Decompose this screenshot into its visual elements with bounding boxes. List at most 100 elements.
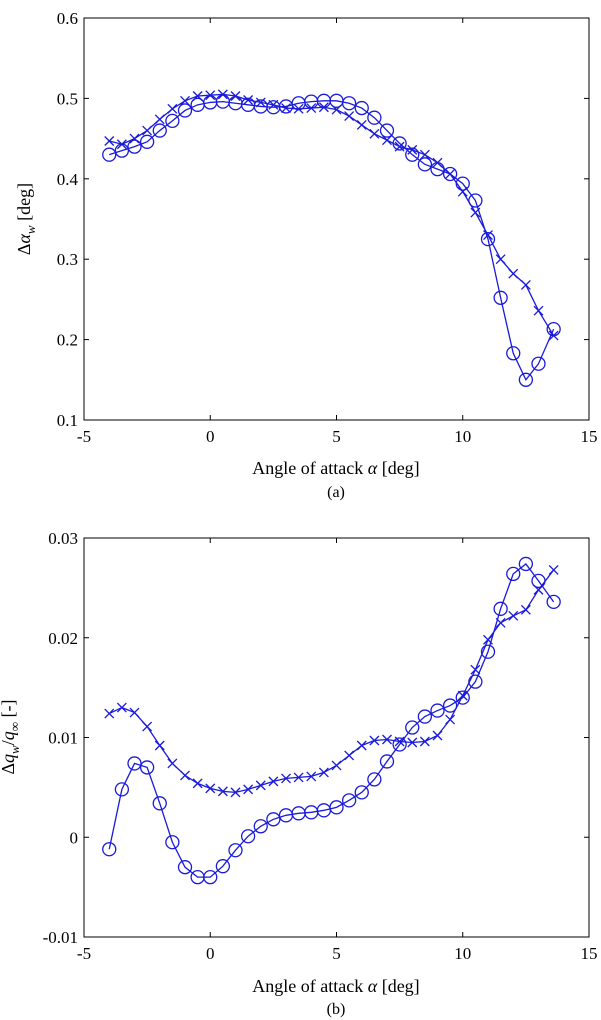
data-point-cross <box>520 604 531 615</box>
x-tick-label: 10 <box>454 427 471 446</box>
data-point-cross <box>104 136 115 146</box>
cross-stroke <box>116 139 127 150</box>
data-point-circle <box>518 556 534 572</box>
cross-stroke <box>548 330 559 341</box>
cross-stroke <box>495 617 506 628</box>
cross-stroke <box>548 564 559 575</box>
y-tick-label: 0.02 <box>48 629 78 648</box>
data-point-cross <box>306 103 317 114</box>
data-point-cross <box>344 111 355 122</box>
data-point-circle <box>455 690 470 705</box>
cross-stroke <box>230 787 241 798</box>
data-point-circle <box>506 566 521 582</box>
data-point-cross <box>230 787 241 798</box>
cross-stroke <box>129 707 140 718</box>
y-tick-label: 0.4 <box>57 170 79 189</box>
data-point-cross <box>293 103 304 114</box>
y-axis-label-b: Δqw/q∞ [-] <box>0 699 22 774</box>
cross-stroke <box>344 750 355 761</box>
data-point-cross <box>205 783 216 794</box>
data-point-circle <box>417 157 433 172</box>
data-point-circle <box>102 842 117 857</box>
cross-stroke <box>432 730 443 741</box>
y-tick-label: 0.6 <box>57 9 78 28</box>
data-point-circle <box>367 772 382 787</box>
x-axis-label-b: Angle of attack α [deg] <box>252 976 419 996</box>
series-line-crosses-a <box>109 93 555 336</box>
data-point-circle <box>215 859 231 874</box>
data-point-cross <box>331 760 342 771</box>
data-point-circle <box>127 756 142 771</box>
data-point-circle <box>480 644 496 659</box>
x-tick-label: 0 <box>206 427 215 446</box>
x-tick-label: 10 <box>454 944 471 963</box>
cross-stroke <box>457 186 468 197</box>
data-point-cross <box>533 584 544 595</box>
cross-stroke <box>344 111 355 122</box>
y-tick-label: 0.2 <box>57 331 78 350</box>
data-point-circle <box>139 760 155 775</box>
data-point-cross <box>470 664 481 675</box>
data-point-cross <box>407 144 418 155</box>
cross-stroke <box>369 128 380 139</box>
data-point-cross <box>369 128 380 139</box>
data-point-cross <box>520 279 531 290</box>
cross-stroke <box>419 736 430 747</box>
cross-stroke <box>470 664 481 675</box>
series-line-circles-a <box>109 100 555 382</box>
data-point-circle <box>405 720 420 735</box>
cross-stroke <box>382 734 392 745</box>
cross-stroke <box>445 714 456 725</box>
cross-stroke <box>457 690 468 701</box>
cross-stroke <box>281 103 291 114</box>
x-tick-label: -5 <box>77 427 91 446</box>
data-point-circle <box>367 110 382 125</box>
data-point-cross <box>255 780 266 791</box>
data-point-cross <box>293 772 304 783</box>
data-point-cross <box>394 141 405 152</box>
data-point-cross <box>116 139 127 150</box>
data-point-circle <box>480 231 496 247</box>
cross-stroke <box>180 95 190 106</box>
y-tick-label: 0.01 <box>48 729 78 748</box>
panel-a: -5 0 5 10 15 0.1 0.2 0.3 0.4 0.5 0.6 Angle of atta… <box>14 9 598 501</box>
cross-stroke <box>205 90 216 101</box>
data-point-cross <box>495 254 506 265</box>
data-point-cross <box>533 305 544 316</box>
x-tick-label: 5 <box>332 427 341 446</box>
cross-stroke <box>356 119 367 130</box>
data-point-circle <box>341 96 357 111</box>
data-point-circle <box>329 800 344 815</box>
data-point-cross <box>281 773 291 784</box>
data-point-circle <box>203 870 218 885</box>
data-point-circle <box>266 812 281 827</box>
y-tick-label: -0.01 <box>43 928 78 947</box>
data-point-cross <box>243 784 254 795</box>
cross-stroke <box>445 169 456 179</box>
cross-stroke <box>192 778 203 789</box>
data-point-circle <box>152 796 167 811</box>
cross-stroke <box>419 149 430 160</box>
data-point-cross <box>394 736 405 747</box>
data-point-circle <box>430 703 445 718</box>
data-point-circle <box>546 594 561 609</box>
data-point-circle <box>177 860 193 875</box>
data-point-circle <box>506 346 521 361</box>
data-point-circle <box>354 100 369 116</box>
y-tick-label: 0.5 <box>57 89 78 108</box>
data-point-circle <box>354 785 369 800</box>
data-point-cross <box>483 634 493 645</box>
data-point-circle <box>468 193 483 208</box>
data-point-cross <box>104 708 115 719</box>
cross-stroke <box>331 760 342 771</box>
panel-b: -5 0 5 10 15 -0.01 0 0.01 0.02 0.03 Angle of atta… <box>0 529 598 1018</box>
data-point-cross <box>142 125 153 136</box>
data-point-circle <box>417 709 433 724</box>
ticks-a: -5 0 5 10 15 0.1 0.2 0.3 0.4 0.5 0.6 <box>57 9 598 446</box>
cross-stroke <box>520 279 531 290</box>
series-layer-b <box>102 556 561 885</box>
data-point-cross <box>548 564 559 575</box>
data-point-cross <box>154 114 165 125</box>
y-tick-label: 0.03 <box>48 529 78 548</box>
